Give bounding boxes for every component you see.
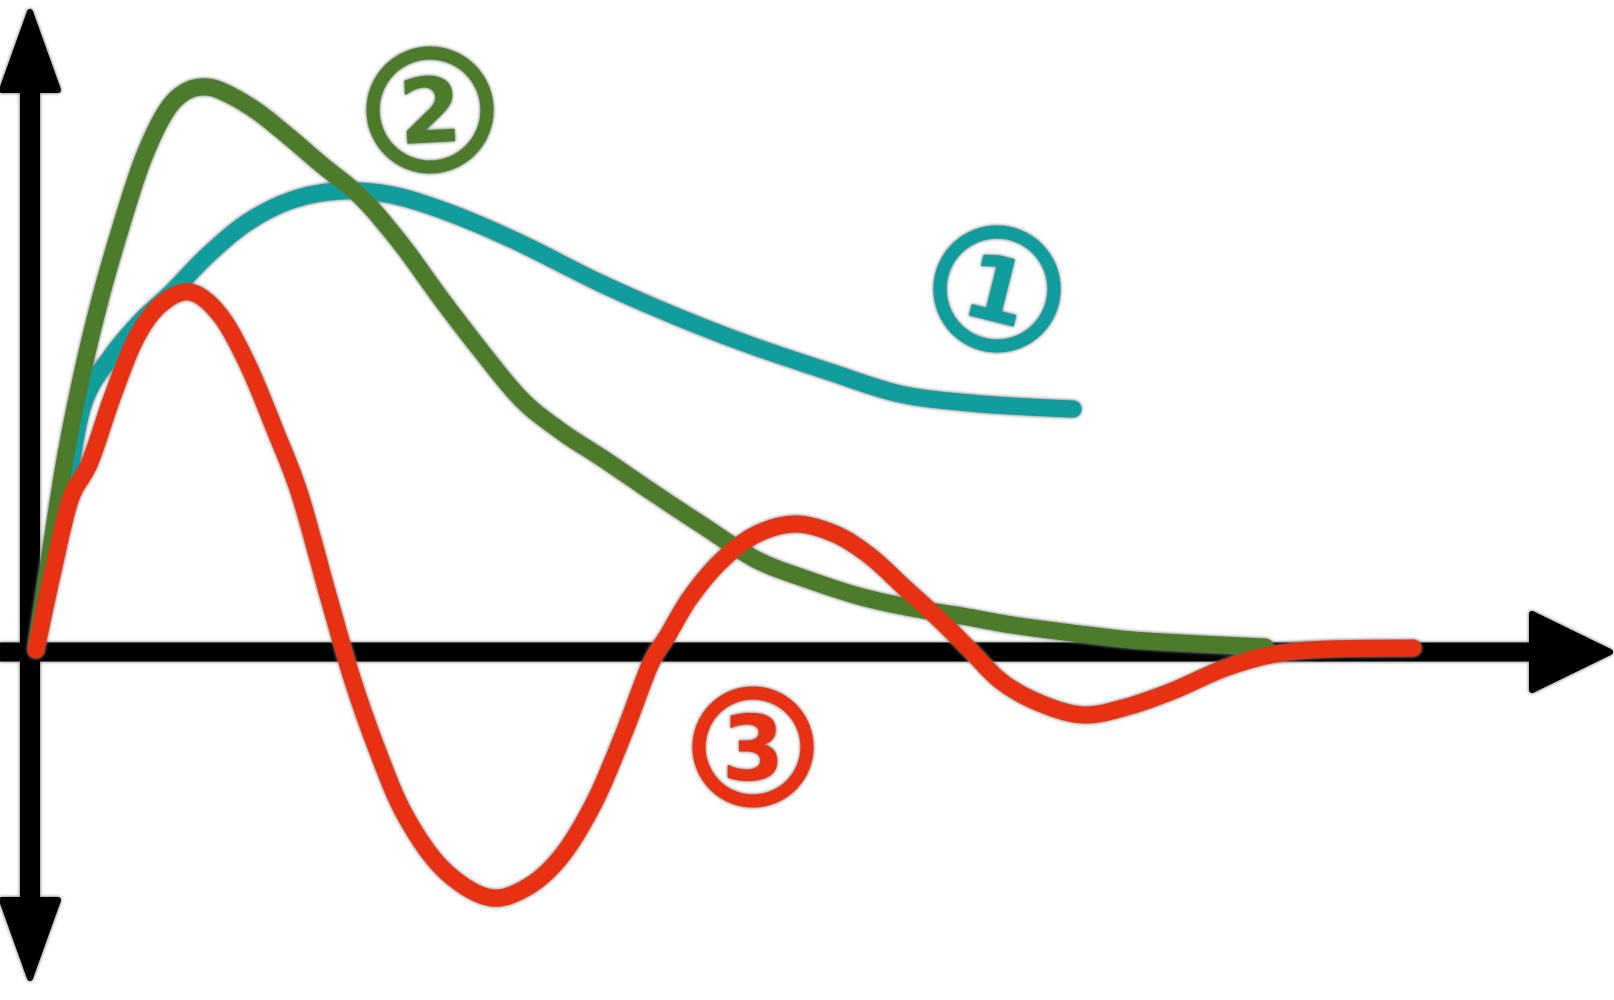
series-label-3: 3 bbox=[692, 686, 814, 808]
curve-1 bbox=[27, 182, 1082, 657]
series-2-circle-icon bbox=[366, 46, 494, 174]
series-label-2: 2 bbox=[366, 46, 494, 174]
curve-2 bbox=[27, 78, 1274, 657]
x-axis-arrowhead-right-icon bbox=[1529, 611, 1613, 693]
axes-layer bbox=[0, 9, 1613, 981]
series-label-1: 1 bbox=[933, 225, 1061, 353]
series-layer bbox=[27, 78, 1422, 907]
series-1-circle-icon bbox=[933, 225, 1061, 353]
curve-3 bbox=[27, 283, 1422, 907]
series-3-circle-icon bbox=[692, 686, 814, 808]
y-axis-arrowhead-up-icon bbox=[0, 9, 61, 93]
y-axis-arrowhead-down-icon bbox=[0, 897, 61, 981]
labels-layer: 1 2 3 bbox=[366, 46, 1061, 808]
series-3-label-text: 3 bbox=[722, 696, 785, 801]
series-2-label-text: 2 bbox=[396, 58, 464, 166]
